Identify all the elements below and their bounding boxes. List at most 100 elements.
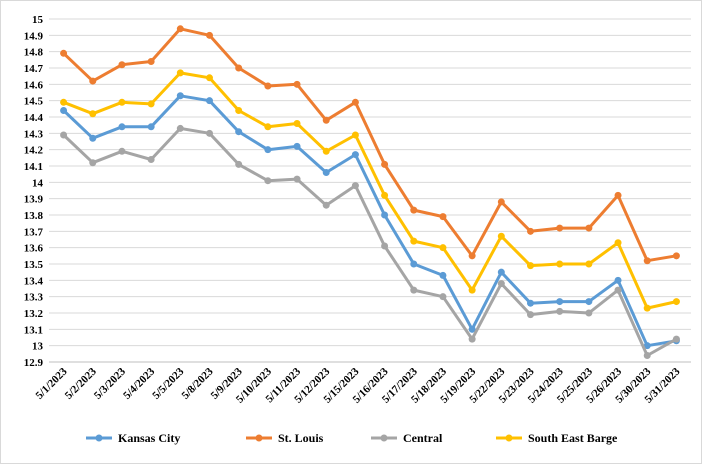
data-point-south-east-barge <box>235 106 243 114</box>
y-tick-label: 13.8 <box>24 210 44 222</box>
y-tick-label: 13.4 <box>24 275 44 287</box>
data-point-central <box>118 147 126 155</box>
data-point-south-east-barge <box>381 191 389 199</box>
y-tick-label: 14.5 <box>24 96 44 108</box>
data-point-kansas-city <box>351 151 359 159</box>
data-point-central <box>527 311 534 319</box>
data-point-south-east-barge <box>672 298 680 306</box>
y-tick-label: 14.3 <box>24 128 44 140</box>
y-tick-label: 13.1 <box>24 324 43 336</box>
y-tick-label: 13.5 <box>24 259 44 271</box>
data-point-south-east-barge <box>322 147 330 155</box>
data-point-st-louis <box>585 224 593 232</box>
series-line-central <box>62 126 678 357</box>
gridlines <box>49 18 691 363</box>
data-point-kansas-city <box>556 298 564 306</box>
data-point-south-east-barge <box>410 237 418 245</box>
data-point-south-east-barge <box>468 286 476 294</box>
data-point-central <box>147 155 155 163</box>
data-point-central <box>206 129 213 137</box>
data-point-kansas-city <box>322 169 330 177</box>
data-point-central <box>497 280 505 288</box>
data-point-st-louis <box>206 31 213 39</box>
data-point-st-louis <box>60 49 68 57</box>
data-point-st-louis <box>293 80 301 88</box>
data-point-st-louis <box>322 116 330 124</box>
data-point-st-louis <box>264 82 272 90</box>
data-point-central <box>439 293 447 301</box>
data-point-central <box>322 201 330 209</box>
y-tick-label: 14.9 <box>24 30 44 42</box>
data-point-south-east-barge <box>206 74 213 82</box>
legend-marker-kansas-city <box>95 434 103 442</box>
y-tick-label: 13.6 <box>24 243 44 255</box>
data-point-kansas-city <box>439 271 447 279</box>
series-line-kansas-city <box>62 94 677 348</box>
data-point-kansas-city <box>293 142 301 150</box>
y-tick-label: 15 <box>32 14 44 26</box>
data-point-kansas-city <box>527 299 534 307</box>
y-tick-label: 13.3 <box>24 292 44 304</box>
y-tick-label: 13.9 <box>24 194 44 206</box>
data-point-central <box>614 286 622 294</box>
data-point-central <box>176 124 184 132</box>
legend: Kansas City St. Louis Central South East Ba… <box>86 431 618 445</box>
data-point-kansas-city <box>89 134 97 142</box>
data-point-south-east-barge <box>614 239 622 247</box>
data-point-kansas-city <box>585 298 593 306</box>
series-lines <box>60 25 680 359</box>
data-point-south-east-barge <box>60 98 68 106</box>
data-point-st-louis <box>410 206 418 214</box>
data-point-central <box>643 351 651 359</box>
data-point-kansas-city <box>176 92 184 100</box>
data-point-kansas-city <box>381 211 389 219</box>
data-point-south-east-barge <box>643 304 651 312</box>
data-point-central <box>351 182 359 190</box>
data-point-st-louis <box>556 224 564 232</box>
data-point-st-louis <box>118 61 126 69</box>
data-point-south-east-barge <box>439 244 447 252</box>
data-point-south-east-barge <box>527 262 534 270</box>
data-point-st-louis <box>468 252 476 260</box>
data-point-st-louis <box>147 57 155 65</box>
data-point-kansas-city <box>264 146 272 154</box>
series-line-st-louis <box>62 27 677 263</box>
y-tick-label: 12.9 <box>24 357 44 369</box>
data-point-south-east-barge <box>147 100 155 108</box>
data-point-kansas-city <box>60 106 68 114</box>
y-tick-label: 14.4 <box>24 112 44 124</box>
legend-label-st-louis: St. Louis <box>278 431 324 445</box>
x-axis: 5/1/20235/2/20235/3/20235/4/20235/5/2023… <box>34 361 691 406</box>
data-point-central <box>585 309 593 317</box>
data-point-st-louis <box>351 98 359 106</box>
data-point-central <box>60 131 68 139</box>
data-point-st-louis <box>614 191 622 199</box>
data-point-central <box>381 242 389 250</box>
data-point-central <box>235 160 243 168</box>
data-point-south-east-barge <box>351 131 359 139</box>
data-point-central <box>89 159 97 167</box>
legend-label-kansas-city: Kansas City <box>118 431 180 445</box>
y-tick-label: 14.6 <box>24 79 44 91</box>
y-tick-label: 14.1 <box>24 161 43 173</box>
data-point-south-east-barge <box>264 123 272 131</box>
legend-marker-st-louis <box>255 434 263 442</box>
data-point-kansas-city <box>643 342 651 350</box>
data-point-central <box>264 177 272 185</box>
data-point-south-east-barge <box>585 260 593 268</box>
data-point-st-louis <box>381 160 389 168</box>
data-point-kansas-city <box>206 97 213 105</box>
y-tick-label: 14.7 <box>24 63 44 75</box>
data-point-south-east-barge <box>497 232 505 240</box>
data-point-central <box>672 335 680 343</box>
y-tick-label: 13.7 <box>24 226 44 238</box>
data-point-south-east-barge <box>89 110 97 118</box>
data-point-south-east-barge <box>176 69 184 77</box>
data-point-st-louis <box>439 213 447 221</box>
data-point-st-louis <box>176 25 184 33</box>
data-point-st-louis <box>527 227 534 235</box>
series-line-south-east-barge <box>63 71 677 310</box>
y-tick-label: 14.2 <box>24 145 44 157</box>
